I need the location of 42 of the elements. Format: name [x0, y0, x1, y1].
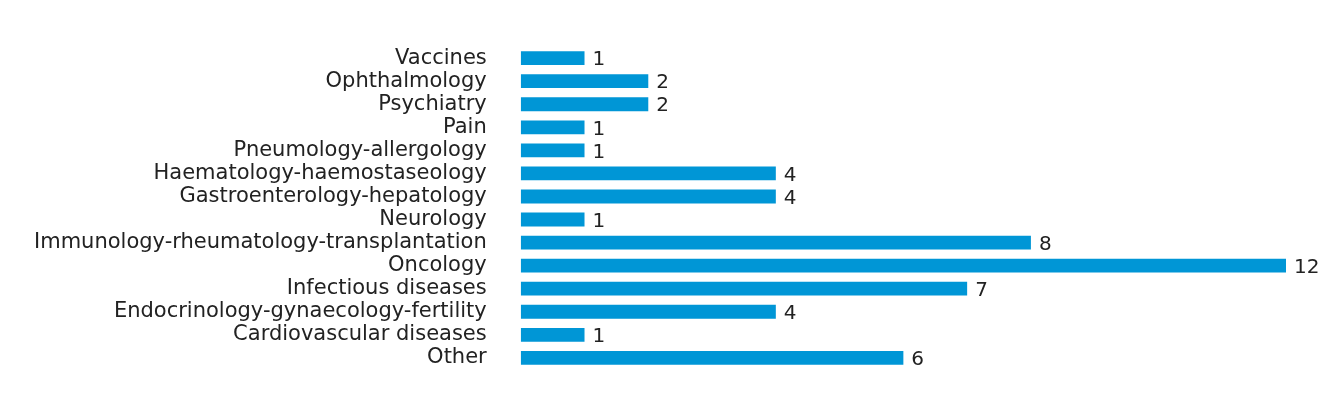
- data-label: 2: [656, 92, 670, 117]
- bar: [520, 235, 1031, 250]
- data-label: 1: [592, 207, 606, 232]
- y-tick-label: Ophthalmology: [325, 67, 487, 92]
- bar: [520, 166, 776, 181]
- data-label: 1: [592, 115, 606, 140]
- data-label: 8: [1038, 230, 1052, 255]
- y-tick-label: Oncology: [388, 252, 487, 277]
- bar: [520, 258, 1286, 273]
- data-label: 12: [1294, 253, 1320, 278]
- bar: [520, 327, 585, 342]
- data-label: 2: [656, 69, 670, 94]
- y-tick-label: Pain: [443, 113, 487, 138]
- bar: [520, 120, 585, 135]
- y-tick-label: Other: [427, 344, 488, 369]
- y-tick-label: Gastroenterology-hepatology: [179, 182, 487, 207]
- bar: [520, 304, 776, 319]
- bar: [520, 189, 776, 204]
- data-label: 6: [911, 346, 925, 371]
- y-tick-label: Neurology: [379, 205, 487, 230]
- data-label: 1: [592, 323, 606, 348]
- bar: [520, 51, 585, 66]
- y-tick-label: Haematology-haemostaseology: [153, 159, 487, 184]
- data-label: 1: [592, 46, 606, 71]
- data-label: 1: [592, 138, 606, 163]
- y-tick-label: Vaccines: [395, 44, 487, 69]
- y-tick-label: Infectious diseases: [286, 275, 487, 300]
- y-tick-label: Psychiatry: [378, 90, 487, 115]
- bar: [520, 97, 649, 112]
- y-tick-label: Endocrinology-gynaecology-fertility: [113, 298, 487, 323]
- y-tick-label: Immunology-rheumatology-transplantation: [33, 229, 487, 254]
- bar: [520, 74, 649, 89]
- bar: [520, 350, 904, 365]
- data-label: 4: [783, 184, 797, 209]
- data-label: 4: [783, 161, 797, 186]
- y-tick-label: Pneumology-allergology: [233, 136, 487, 161]
- bar: [520, 281, 968, 296]
- bar: [520, 143, 585, 158]
- data-label: 7: [975, 276, 988, 301]
- y-tick-label: Cardiovascular diseases: [233, 321, 487, 346]
- data-label: 4: [783, 299, 797, 324]
- bar: [520, 212, 585, 227]
